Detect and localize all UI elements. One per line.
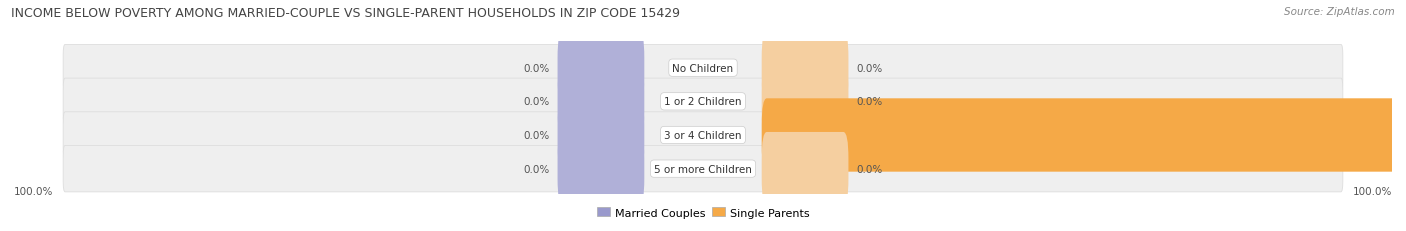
FancyBboxPatch shape [558, 132, 644, 205]
FancyBboxPatch shape [558, 32, 644, 105]
Text: 0.0%: 0.0% [856, 164, 883, 174]
FancyBboxPatch shape [558, 65, 644, 138]
Text: 100.0%: 100.0% [1353, 186, 1392, 196]
Text: 0.0%: 0.0% [523, 164, 550, 174]
Text: 3 or 4 Children: 3 or 4 Children [664, 131, 742, 140]
FancyBboxPatch shape [762, 32, 848, 105]
Text: 100.0%: 100.0% [14, 186, 53, 196]
FancyBboxPatch shape [63, 79, 1343, 125]
Text: Source: ZipAtlas.com: Source: ZipAtlas.com [1284, 7, 1395, 17]
FancyBboxPatch shape [63, 112, 1343, 158]
Text: 0.0%: 0.0% [856, 97, 883, 107]
Text: 0.0%: 0.0% [523, 97, 550, 107]
FancyBboxPatch shape [63, 146, 1343, 192]
FancyBboxPatch shape [558, 99, 644, 172]
FancyBboxPatch shape [762, 65, 848, 138]
FancyBboxPatch shape [762, 132, 848, 205]
Text: 0.0%: 0.0% [523, 131, 550, 140]
Text: 5 or more Children: 5 or more Children [654, 164, 752, 174]
FancyBboxPatch shape [762, 99, 1406, 172]
FancyBboxPatch shape [63, 45, 1343, 91]
Text: INCOME BELOW POVERTY AMONG MARRIED-COUPLE VS SINGLE-PARENT HOUSEHOLDS IN ZIP COD: INCOME BELOW POVERTY AMONG MARRIED-COUPL… [11, 7, 681, 20]
Text: 1 or 2 Children: 1 or 2 Children [664, 97, 742, 107]
Text: 0.0%: 0.0% [523, 63, 550, 73]
Text: 0.0%: 0.0% [856, 63, 883, 73]
Text: No Children: No Children [672, 63, 734, 73]
Legend: Married Couples, Single Parents: Married Couples, Single Parents [592, 203, 814, 222]
